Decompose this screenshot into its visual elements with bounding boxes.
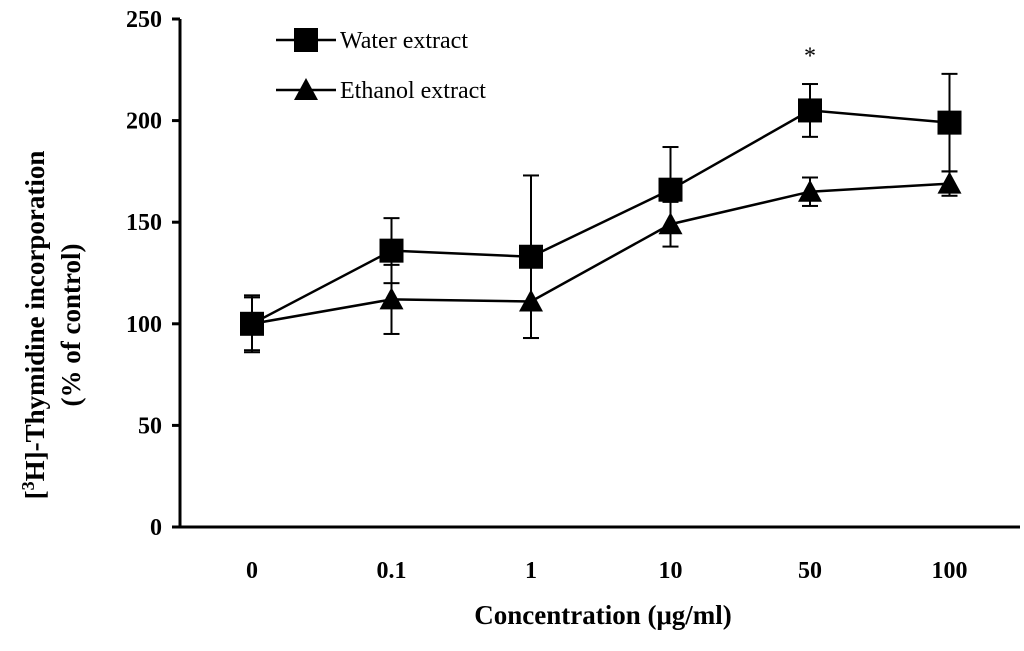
y-axis-title-superscript: 3	[18, 481, 38, 490]
data-point-square	[937, 110, 962, 135]
data-point-triangle	[240, 311, 264, 334]
x-axis-title: Concentration (μg/ml)	[474, 600, 732, 630]
legend-label: Water extract	[340, 28, 468, 54]
data-point-triangle	[658, 212, 683, 235]
x-tick-label: 50	[798, 558, 822, 584]
y-axis-title-prefix: [	[20, 490, 50, 499]
x-tick-label: 0	[246, 558, 258, 584]
y-axis-title-line2: (% of control)	[56, 244, 86, 407]
data-point-triangle	[379, 287, 404, 310]
legend: Water extract Ethanol extract	[276, 28, 486, 104]
data-point-square	[379, 238, 404, 263]
series-layer	[240, 72, 962, 354]
data-point-square	[658, 177, 683, 202]
series-ethanol-extract	[240, 170, 962, 352]
y-axis-title: [3H]-Thymidine incorporation	[18, 151, 50, 500]
x-tick-label: 0.1	[377, 558, 407, 584]
x-tick-label: 1	[525, 558, 537, 584]
y-tick-label: 100	[126, 312, 162, 338]
y-tick-label: 250	[126, 7, 162, 33]
y-tick-label: 150	[126, 210, 162, 236]
y-tick-label: 50	[138, 413, 162, 439]
y-tick-label: 200	[126, 109, 162, 135]
x-ticks: 0 0.1 1 10 50 100	[246, 558, 968, 584]
series-line	[251, 109, 950, 325]
x-tick-label: 10	[659, 558, 683, 584]
legend-marker-triangle	[294, 78, 318, 100]
significance-marker: *	[804, 44, 816, 70]
data-point-triangle	[519, 289, 543, 312]
data-point-triangle	[937, 171, 962, 194]
annotations: *	[804, 44, 816, 70]
data-point-triangle	[798, 179, 822, 202]
axes	[178, 19, 1020, 529]
series-water-extract	[240, 72, 962, 354]
x-tick-label: 100	[932, 558, 968, 584]
legend-marker-square	[294, 28, 318, 52]
y-axis-title-main: H]-Thymidine incorporation	[20, 151, 50, 482]
data-point-square	[798, 98, 822, 123]
series-line	[251, 182, 950, 326]
y-tick-label: 0	[150, 515, 162, 541]
legend-label: Ethanol extract	[340, 78, 486, 104]
y-ticks: 0 50 100 150 200 250	[126, 7, 180, 541]
